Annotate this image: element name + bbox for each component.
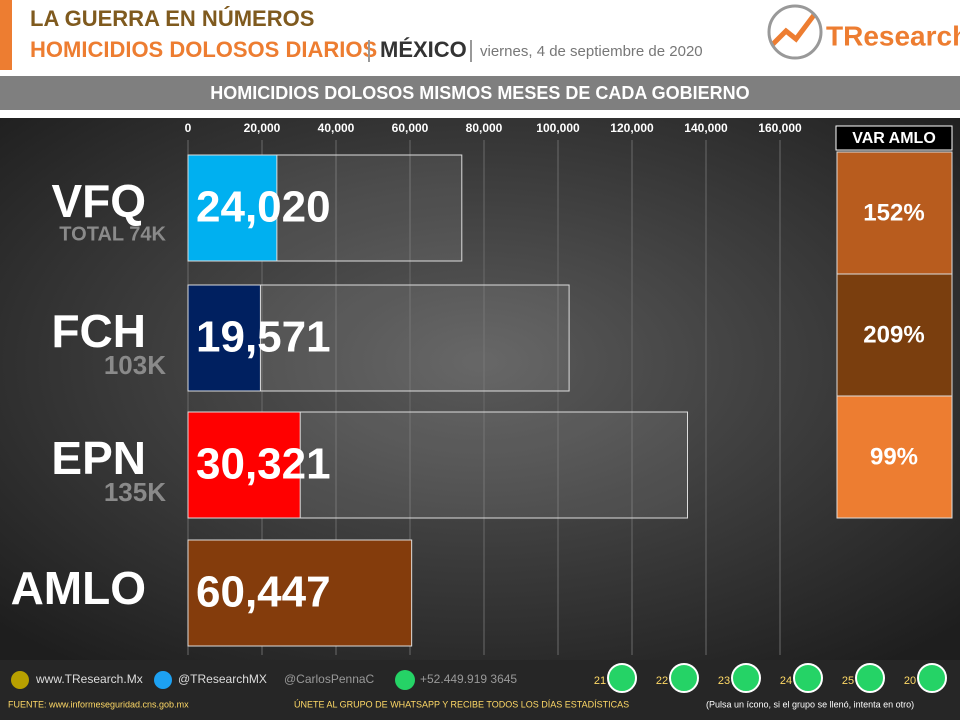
x-tick-label: 0 [185,121,192,135]
plot-bg [0,118,960,660]
banner [0,76,960,110]
whatsapp-icon[interactable] [607,663,637,693]
var-label: 99% [870,443,918,470]
total-label: 135K [104,477,166,507]
total-label: 103K [104,350,166,380]
title: LA GUERRA EN NÚMEROS [30,6,314,31]
twitter: @TResearchMX [178,672,267,686]
x-tick-label: 80,000 [466,121,503,135]
x-tick-label: 40,000 [318,121,355,135]
note: (Pulsa un ícono, si el grupo se llenó, i… [706,699,914,709]
phone-icon [395,670,415,690]
chart-title: HOMICIDIOS DOLOSOS MISMOS MESES DE CADA … [210,83,749,103]
whatsapp-icon[interactable] [793,663,823,693]
var-box [836,395,953,519]
group-number: 20 [904,675,916,687]
date: viernes, 4 de septiembre de 2020 [480,43,703,60]
var-box [836,151,953,275]
logo-mark [770,13,816,47]
x-tick-label: 100,000 [536,121,580,135]
subtitle: HOMICIDIOS DOLOSOS DIARIOS [30,37,377,62]
phone: +52.449.919 3645 [420,672,517,686]
sep [368,40,370,62]
category-label: FCH [51,305,146,357]
var-box [836,273,953,397]
total-label: TOTAL 74K [59,223,166,245]
group-number: 23 [718,675,730,687]
group-number: 25 [842,675,854,687]
var-header: VAR AMLO [852,130,936,147]
strip [0,110,960,118]
value-label: 24,020 [196,183,331,232]
whatsapp-icon[interactable] [917,663,947,693]
value-label: 60,447 [196,568,331,617]
bar [187,539,413,647]
join: ÚNETE AL GRUPO DE WHATSAPP Y RECIBE TODO… [294,699,629,709]
value-label: 30,321 [196,440,331,489]
x-tick-label: 60,000 [392,121,429,135]
sep [470,40,472,62]
x-tick-label: 20,000 [244,121,281,135]
category-label: VFQ [51,175,146,227]
twitter-icon [154,671,172,689]
bar [187,154,278,262]
accent [0,0,12,70]
web: www.TResearch.Mx [35,672,143,686]
web-icon [11,671,29,689]
group-number: 21 [594,675,606,687]
group-number: 22 [656,675,668,687]
x-tick-label: 140,000 [684,121,728,135]
logo: TResearch [826,20,960,51]
region: MÉXICO [380,37,467,62]
category-label: AMLO [11,562,146,614]
group-number: 24 [780,675,792,687]
source: FUENTE: www.informeseguridad.cns.gob.mx [8,699,189,709]
bar [187,284,261,392]
whatsapp-icon[interactable] [669,663,699,693]
value-label: 19,571 [196,313,331,362]
var-label: 152% [863,199,924,226]
bar [187,411,301,519]
var-label: 209% [863,321,924,348]
x-tick-label: 120,000 [610,121,654,135]
var-header-bg [835,125,953,151]
logo-ring [767,4,823,60]
x-tick-label: 160,000 [758,121,802,135]
whatsapp-icon[interactable] [731,663,761,693]
whatsapp-icon[interactable] [855,663,885,693]
twitter2: @CarlosPennaC [284,672,375,686]
category-label: EPN [51,432,146,484]
